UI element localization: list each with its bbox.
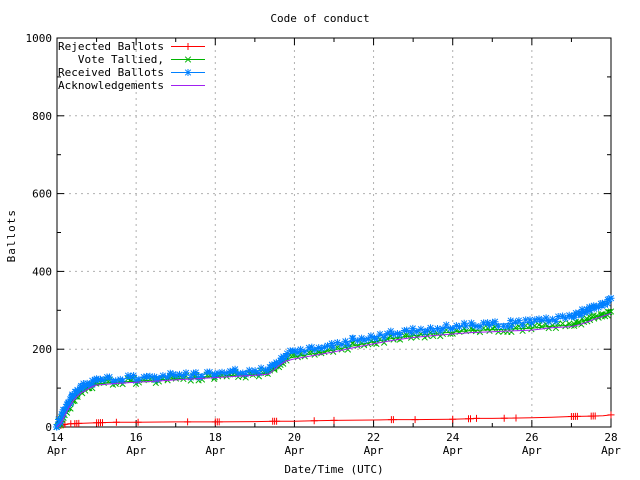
legend-item-received-ballots: Received Ballots xyxy=(58,66,206,79)
series-line xyxy=(56,414,612,428)
x-tick-label-month: Apr xyxy=(284,444,304,457)
x-tick-label: 28 xyxy=(604,431,617,444)
x-tick-label-month: Apr xyxy=(47,444,67,457)
grid-lines xyxy=(57,37,611,427)
legend-sample-received xyxy=(170,66,206,79)
y-tick-label: 800 xyxy=(32,110,52,123)
chart-title: Code of conduct xyxy=(270,12,370,25)
legend-label: Vote Tallied, xyxy=(77,53,164,66)
x-tick-label-month: Apr xyxy=(126,444,146,457)
x-tick-label: 16 xyxy=(130,431,143,444)
y-tick-label: 0 xyxy=(45,421,52,434)
legend-marker-cross-icon xyxy=(171,56,205,63)
legend-sample-rejected xyxy=(170,40,206,53)
x-tick-label: 14 xyxy=(50,431,64,444)
series-received-ballots xyxy=(53,294,615,431)
star-markers xyxy=(53,294,615,431)
legend-item-acknowledgements: Acknowledgements xyxy=(58,79,206,92)
x-tick-label-month: Apr xyxy=(522,444,542,457)
series-line xyxy=(56,312,612,428)
legend-label: Received Ballots xyxy=(58,66,164,79)
plot-border xyxy=(56,37,612,428)
x-tick-label: 20 xyxy=(288,431,301,444)
x-tick-label-month: Apr xyxy=(443,444,463,457)
series-vote-tallied xyxy=(53,308,615,431)
y-tick-label: 200 xyxy=(32,343,52,356)
x-tick-label-month: Apr xyxy=(601,444,621,457)
x-tick-label-month: Apr xyxy=(205,444,225,457)
series-acknowledgements xyxy=(56,312,612,428)
y-axis-label: Ballots xyxy=(5,209,18,263)
legend-sample-acknowledgements xyxy=(170,79,206,92)
x-tick-label-month: Apr xyxy=(364,444,384,457)
legend-marker-line-icon xyxy=(171,85,205,86)
legend-item-vote-tallied: Vote Tallied, xyxy=(58,53,206,66)
x-axis-label: Date/Time (UTC) xyxy=(284,463,384,476)
y-tick-label: 600 xyxy=(32,188,52,201)
cross-markers xyxy=(53,308,615,431)
x-tick-label: 18 xyxy=(209,431,222,444)
x-tick-label: 24 xyxy=(446,431,460,444)
legend-item-rejected-ballots: Rejected Ballots xyxy=(58,40,206,53)
tick-labels: 0200400600800100014Apr16Apr18Apr20Apr22A… xyxy=(26,32,622,457)
legend-label: Acknowledgements xyxy=(58,79,164,92)
x-tick-label: 26 xyxy=(525,431,538,444)
legend-label: Rejected Ballots xyxy=(58,40,164,53)
legend-marker-star-icon xyxy=(171,69,205,76)
y-tick-label: 400 xyxy=(32,265,52,278)
axis-ticks xyxy=(56,37,612,428)
x-tick-label: 22 xyxy=(367,431,380,444)
legend-marker-plus-icon xyxy=(171,43,205,50)
legend: Rejected Ballots Vote Tallied, Received … xyxy=(58,40,206,92)
legend-sample-tallied xyxy=(170,53,206,66)
y-tick-label: 1000 xyxy=(26,32,53,45)
series-line xyxy=(56,311,612,428)
